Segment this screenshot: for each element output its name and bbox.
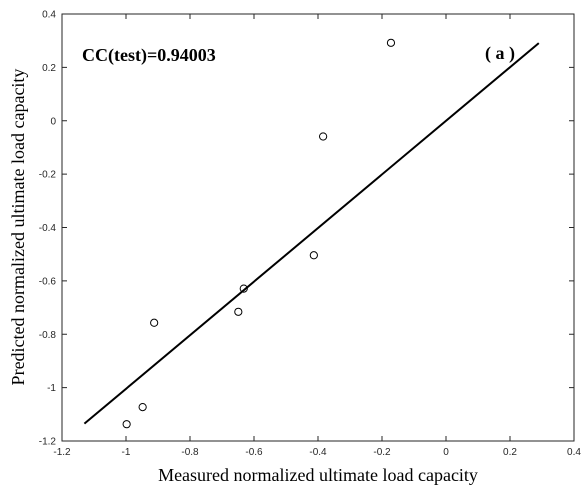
y-tick-label: 0 [50,116,56,127]
series-layer [83,38,540,429]
data-point [319,132,328,141]
x-tick-label: -0.8 [181,447,199,458]
y-tick-label: -1.2 [39,437,57,448]
data-point [239,284,248,293]
data-point [138,403,147,412]
x-tick-label: 0.2 [503,447,517,458]
x-tick-label: 0.4 [567,447,581,458]
y-tick-label: 0.2 [42,63,56,74]
cc-annotation: CC(test)=0.94003 [82,45,216,66]
y-axis-ticks: -1.2 -1 -0.8 -0.6 -0.4 -0.2 0 0.2 0.4 [39,10,574,448]
data-point [386,38,396,47]
panel-label: ( a ) [485,43,515,64]
x-axis-ticks: -1.2 -1 -0.8 -0.6 -0.4 -0.2 0 0.2 0.4 [53,14,581,458]
y-tick-label: -1 [47,383,56,394]
data-point [309,251,318,260]
y-tick-label: 0.4 [42,10,56,21]
x-tick-label: -1 [122,447,131,458]
x-tick-label: 0 [443,447,449,458]
data-point [234,307,243,316]
y-tick-label: -0.4 [39,223,57,234]
x-tick-label: -0.6 [245,447,263,458]
y-tick-label: -0.2 [39,170,57,181]
data-point [122,420,131,429]
x-tick-label: -0.4 [309,447,327,458]
y-tick-label: -0.8 [39,330,57,341]
x-tick-label: -0.2 [373,447,391,458]
x-tick-label: -1.2 [53,447,71,458]
y-tick-label: -0.6 [39,276,57,287]
data-point [150,318,159,327]
y-axis-label: Predicted normalized ultimate load capac… [8,69,28,386]
x-axis-label: Measured normalized ultimate load capaci… [158,465,478,485]
fit-line [83,42,540,425]
